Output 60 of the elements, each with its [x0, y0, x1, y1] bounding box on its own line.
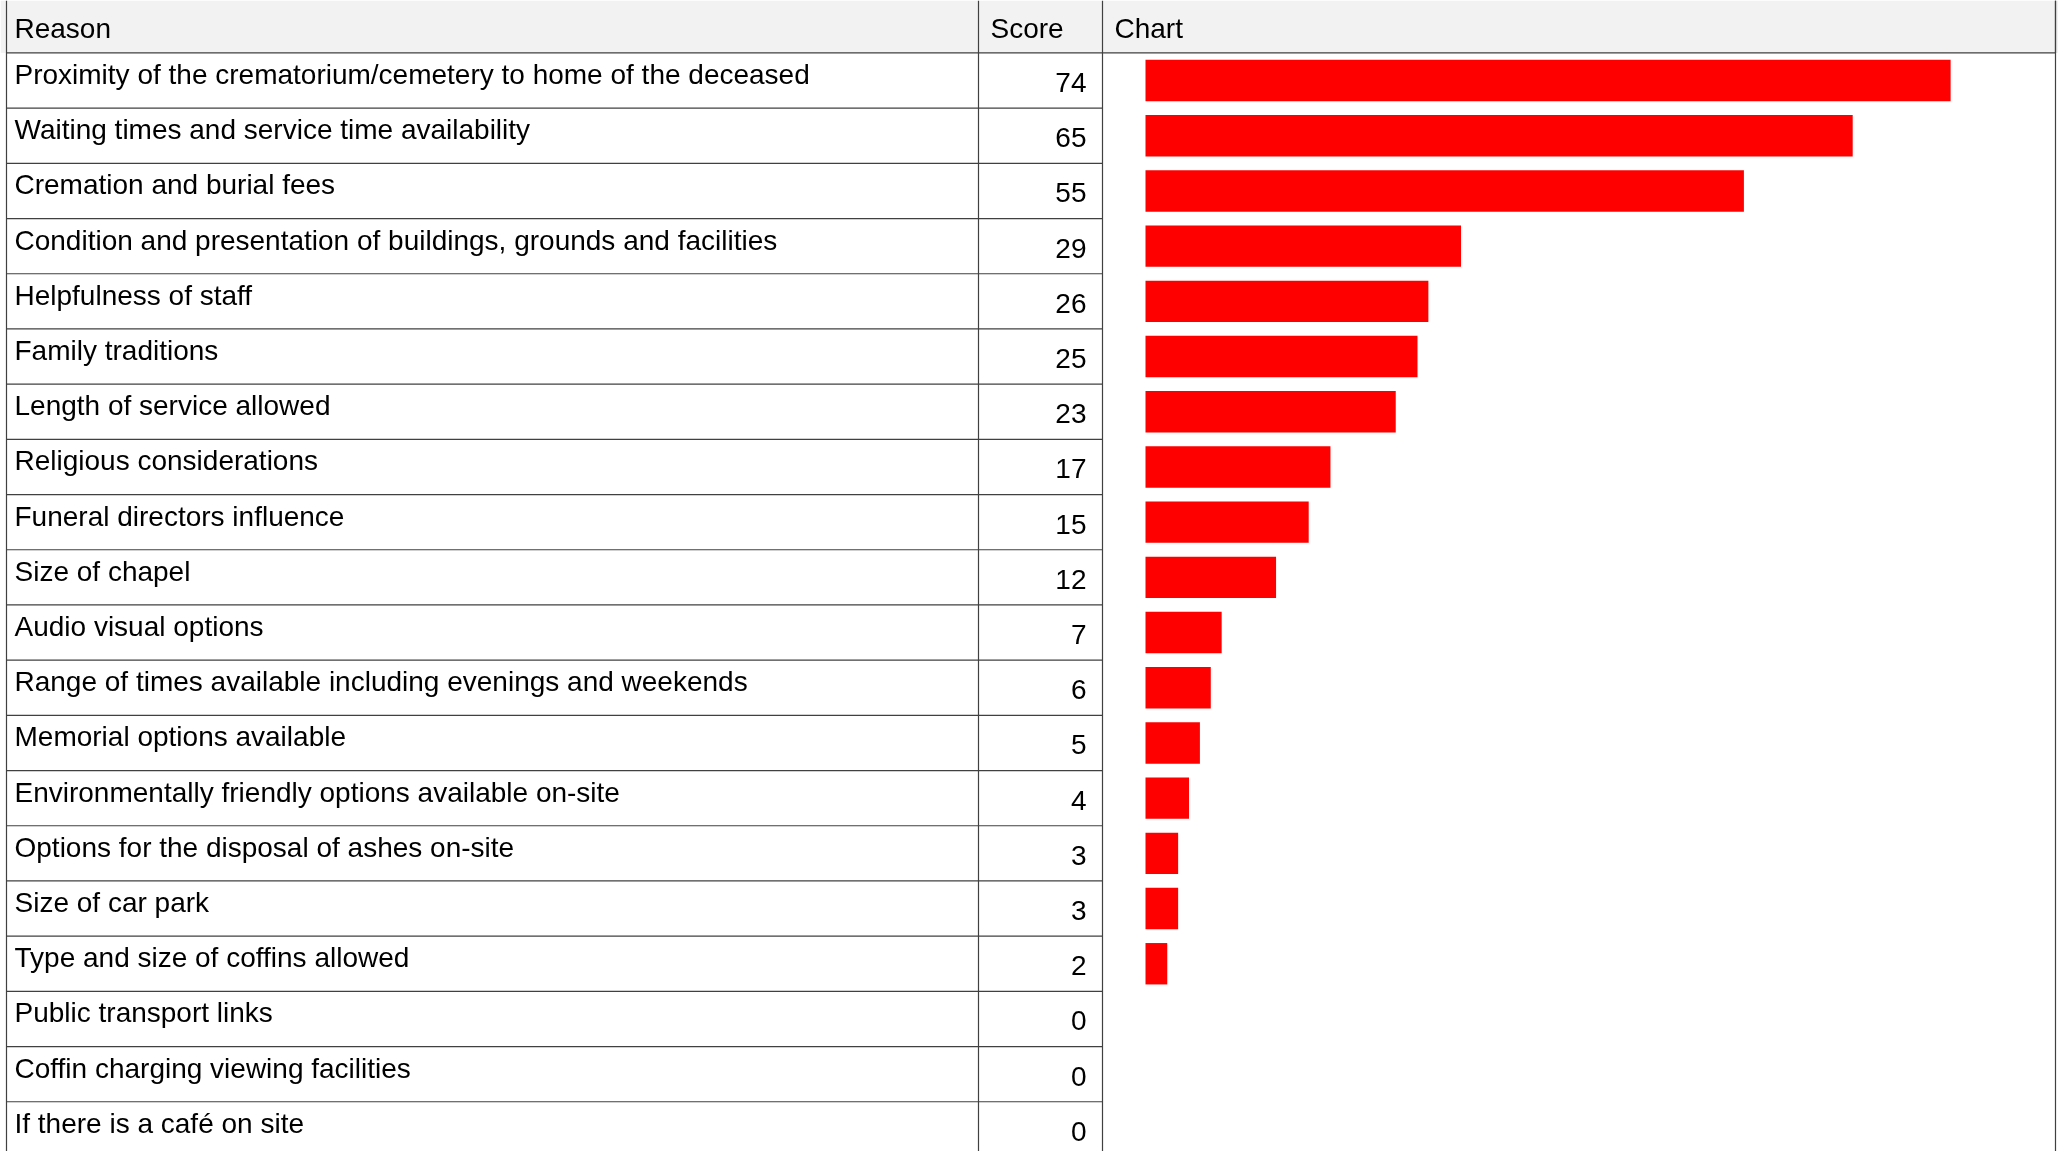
- data-label: 23: [1055, 398, 1087, 430]
- data-label: 55: [1055, 177, 1087, 209]
- y-tick-label: Size of chapel: [14, 555, 191, 587]
- data-label: 0: [1070, 1005, 1087, 1037]
- bar: [1145, 611, 1222, 654]
- y-tick-label: Size of car park: [14, 887, 211, 919]
- y-tick-label: Length of service allowed: [14, 390, 331, 422]
- y-tick-label: Audio visual options: [14, 611, 264, 643]
- bar: [1145, 722, 1200, 764]
- y-tick-label: Range of times available including evenings and weekends: [14, 666, 748, 698]
- data-label: 17: [1055, 453, 1087, 485]
- text: Score: [990, 12, 1064, 44]
- data-label: 29: [1055, 232, 1087, 264]
- y-tick-label: Coffin charging viewing facilities: [14, 1052, 411, 1084]
- bar: [1145, 943, 1168, 985]
- bar: [1145, 832, 1179, 875]
- data-label: 4: [1070, 784, 1087, 816]
- data-label: 74: [1055, 67, 1087, 99]
- data-label: 65: [1055, 122, 1087, 154]
- bar: [1145, 777, 1190, 819]
- data-label: 3: [1070, 895, 1087, 927]
- bar: [1145, 225, 1462, 267]
- y-tick-label: Helpfulness of staff: [14, 279, 253, 311]
- data-label: 5: [1070, 729, 1087, 761]
- y-tick-label: Family traditions: [14, 335, 219, 367]
- text: Chart: [1114, 12, 1184, 44]
- y-tick-label: Environmentally friendly options available on-site: [14, 776, 620, 808]
- bar: [1145, 501, 1309, 543]
- data-label: 6: [1070, 674, 1087, 706]
- data-label: 7: [1070, 619, 1087, 651]
- text: Reason: [14, 12, 112, 44]
- bar: [1145, 446, 1331, 488]
- y-tick-label: Funeral directors influence: [14, 500, 345, 532]
- data-label: 3: [1070, 839, 1087, 871]
- y-tick-label: Type and size of coffins allowed: [14, 942, 410, 974]
- data-label: 12: [1055, 563, 1087, 595]
- bar: [1145, 280, 1429, 323]
- bar: [1145, 667, 1211, 709]
- data-label: 15: [1055, 508, 1087, 540]
- y-tick-label: Proximity of the crematorium/cemetery to home of the deceased: [14, 59, 810, 91]
- y-tick-label: If there is a café on site: [14, 1107, 304, 1139]
- y-tick-label: Cremation and burial fees: [14, 169, 336, 201]
- y-tick-label: Memorial options available: [14, 721, 347, 753]
- bar: [1145, 887, 1179, 930]
- bar: [1145, 170, 1744, 212]
- bar: [1145, 391, 1396, 433]
- bar: [1145, 59, 1951, 102]
- y-tick-label: Options for the disposal of ashes on-site: [14, 831, 515, 863]
- data-label: 0: [1070, 1115, 1087, 1147]
- data-label: 25: [1055, 343, 1087, 375]
- data-label: 26: [1055, 287, 1087, 319]
- y-tick-label: Condition and presentation of buildings, grounds and facilities: [14, 224, 778, 256]
- bar: [1145, 556, 1277, 599]
- data-label: 2: [1070, 950, 1087, 982]
- bar: [1145, 115, 1853, 157]
- y-tick-label: Public transport links: [14, 997, 273, 1029]
- y-tick-label: Religious considerations: [14, 445, 319, 477]
- data-label: 0: [1070, 1060, 1087, 1092]
- y-tick-label: Waiting times and service time availability: [14, 114, 531, 146]
- bar: [1145, 335, 1418, 378]
